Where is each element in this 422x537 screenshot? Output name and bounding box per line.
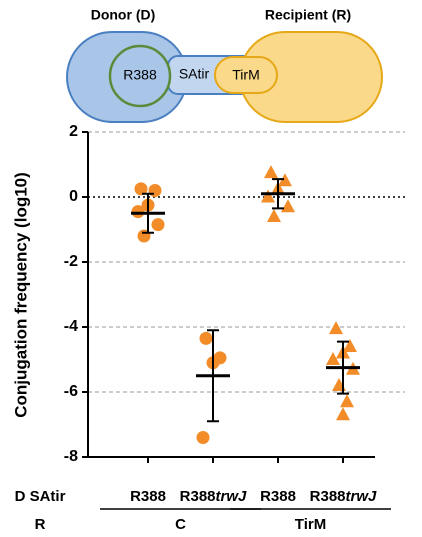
- x-tick-label-part: R388: [260, 488, 296, 505]
- data-point: [343, 339, 357, 352]
- x-tick-label-part: trwJ: [216, 488, 248, 505]
- y-axis-label: Conjugation frequency (log10): [11, 172, 30, 418]
- data-point: [267, 209, 281, 222]
- recipient-label: TirM: [295, 516, 326, 533]
- data-point: [340, 394, 354, 408]
- data-point: [134, 182, 148, 196]
- data-point: [131, 205, 145, 219]
- x-tick-label-part: R388: [180, 488, 216, 505]
- data-point: [151, 218, 165, 232]
- data-point: [326, 352, 340, 365]
- y-tick-label: 2: [69, 123, 78, 140]
- diagram: Donor (D) Recipient (R) R388 SAtir TirM: [66, 7, 383, 123]
- plasmid-label: R388: [123, 67, 157, 83]
- donor-label: Donor (D): [91, 7, 156, 23]
- data-point: [261, 189, 275, 203]
- recipient-label: C: [175, 516, 186, 533]
- tirm-band: [214, 56, 278, 94]
- x-tick-label: R388trwJ: [310, 488, 377, 505]
- data-point: [196, 431, 210, 444]
- row-label: R: [35, 516, 46, 533]
- data-point: [336, 407, 350, 421]
- x-tick-label: R388: [260, 488, 296, 505]
- satir-label: SAtir: [179, 66, 210, 82]
- data-point: [264, 165, 278, 179]
- x-tick-label-part: R388: [310, 488, 346, 505]
- x-tick-label: R388: [130, 488, 166, 505]
- row-label: D SAtir: [15, 488, 66, 505]
- data-point: [281, 199, 295, 213]
- y-tick-label: 0: [69, 188, 78, 205]
- x-tick-label-part: R388: [130, 488, 166, 505]
- y-tick-label: -4: [64, 318, 78, 335]
- recipient-label: Recipient (R): [265, 7, 351, 23]
- x-tick-label-part: trwJ: [346, 488, 378, 505]
- data-point: [329, 321, 343, 335]
- y-tick-label: -6: [64, 383, 78, 400]
- y-tick-label: -8: [64, 448, 78, 465]
- data-point: [148, 184, 162, 197]
- plasmid-circle: [108, 44, 172, 108]
- data-point: [199, 331, 213, 345]
- x-tick-label: R388trwJ: [180, 488, 247, 505]
- tirm-label: TirM: [232, 67, 259, 83]
- y-tick-label: -2: [64, 253, 78, 270]
- data-point: [278, 173, 292, 187]
